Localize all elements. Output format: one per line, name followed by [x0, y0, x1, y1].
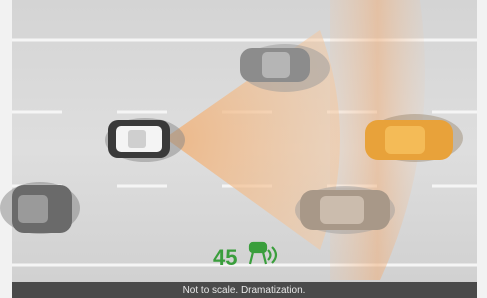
ego-car: [105, 118, 185, 162]
edge: [477, 0, 487, 298]
scene: 45 Not to scale. Dramatization.: [0, 0, 487, 298]
car: [0, 182, 80, 234]
caption: Not to scale. Dramatization.: [183, 285, 306, 296]
target-car: [365, 114, 463, 162]
car: [240, 44, 330, 92]
page: {"speed": 45, "caption": "Not to scale. …: [0, 0, 487, 298]
set-speed: 45: [213, 245, 237, 270]
car: [295, 186, 395, 234]
edge: [0, 0, 12, 298]
